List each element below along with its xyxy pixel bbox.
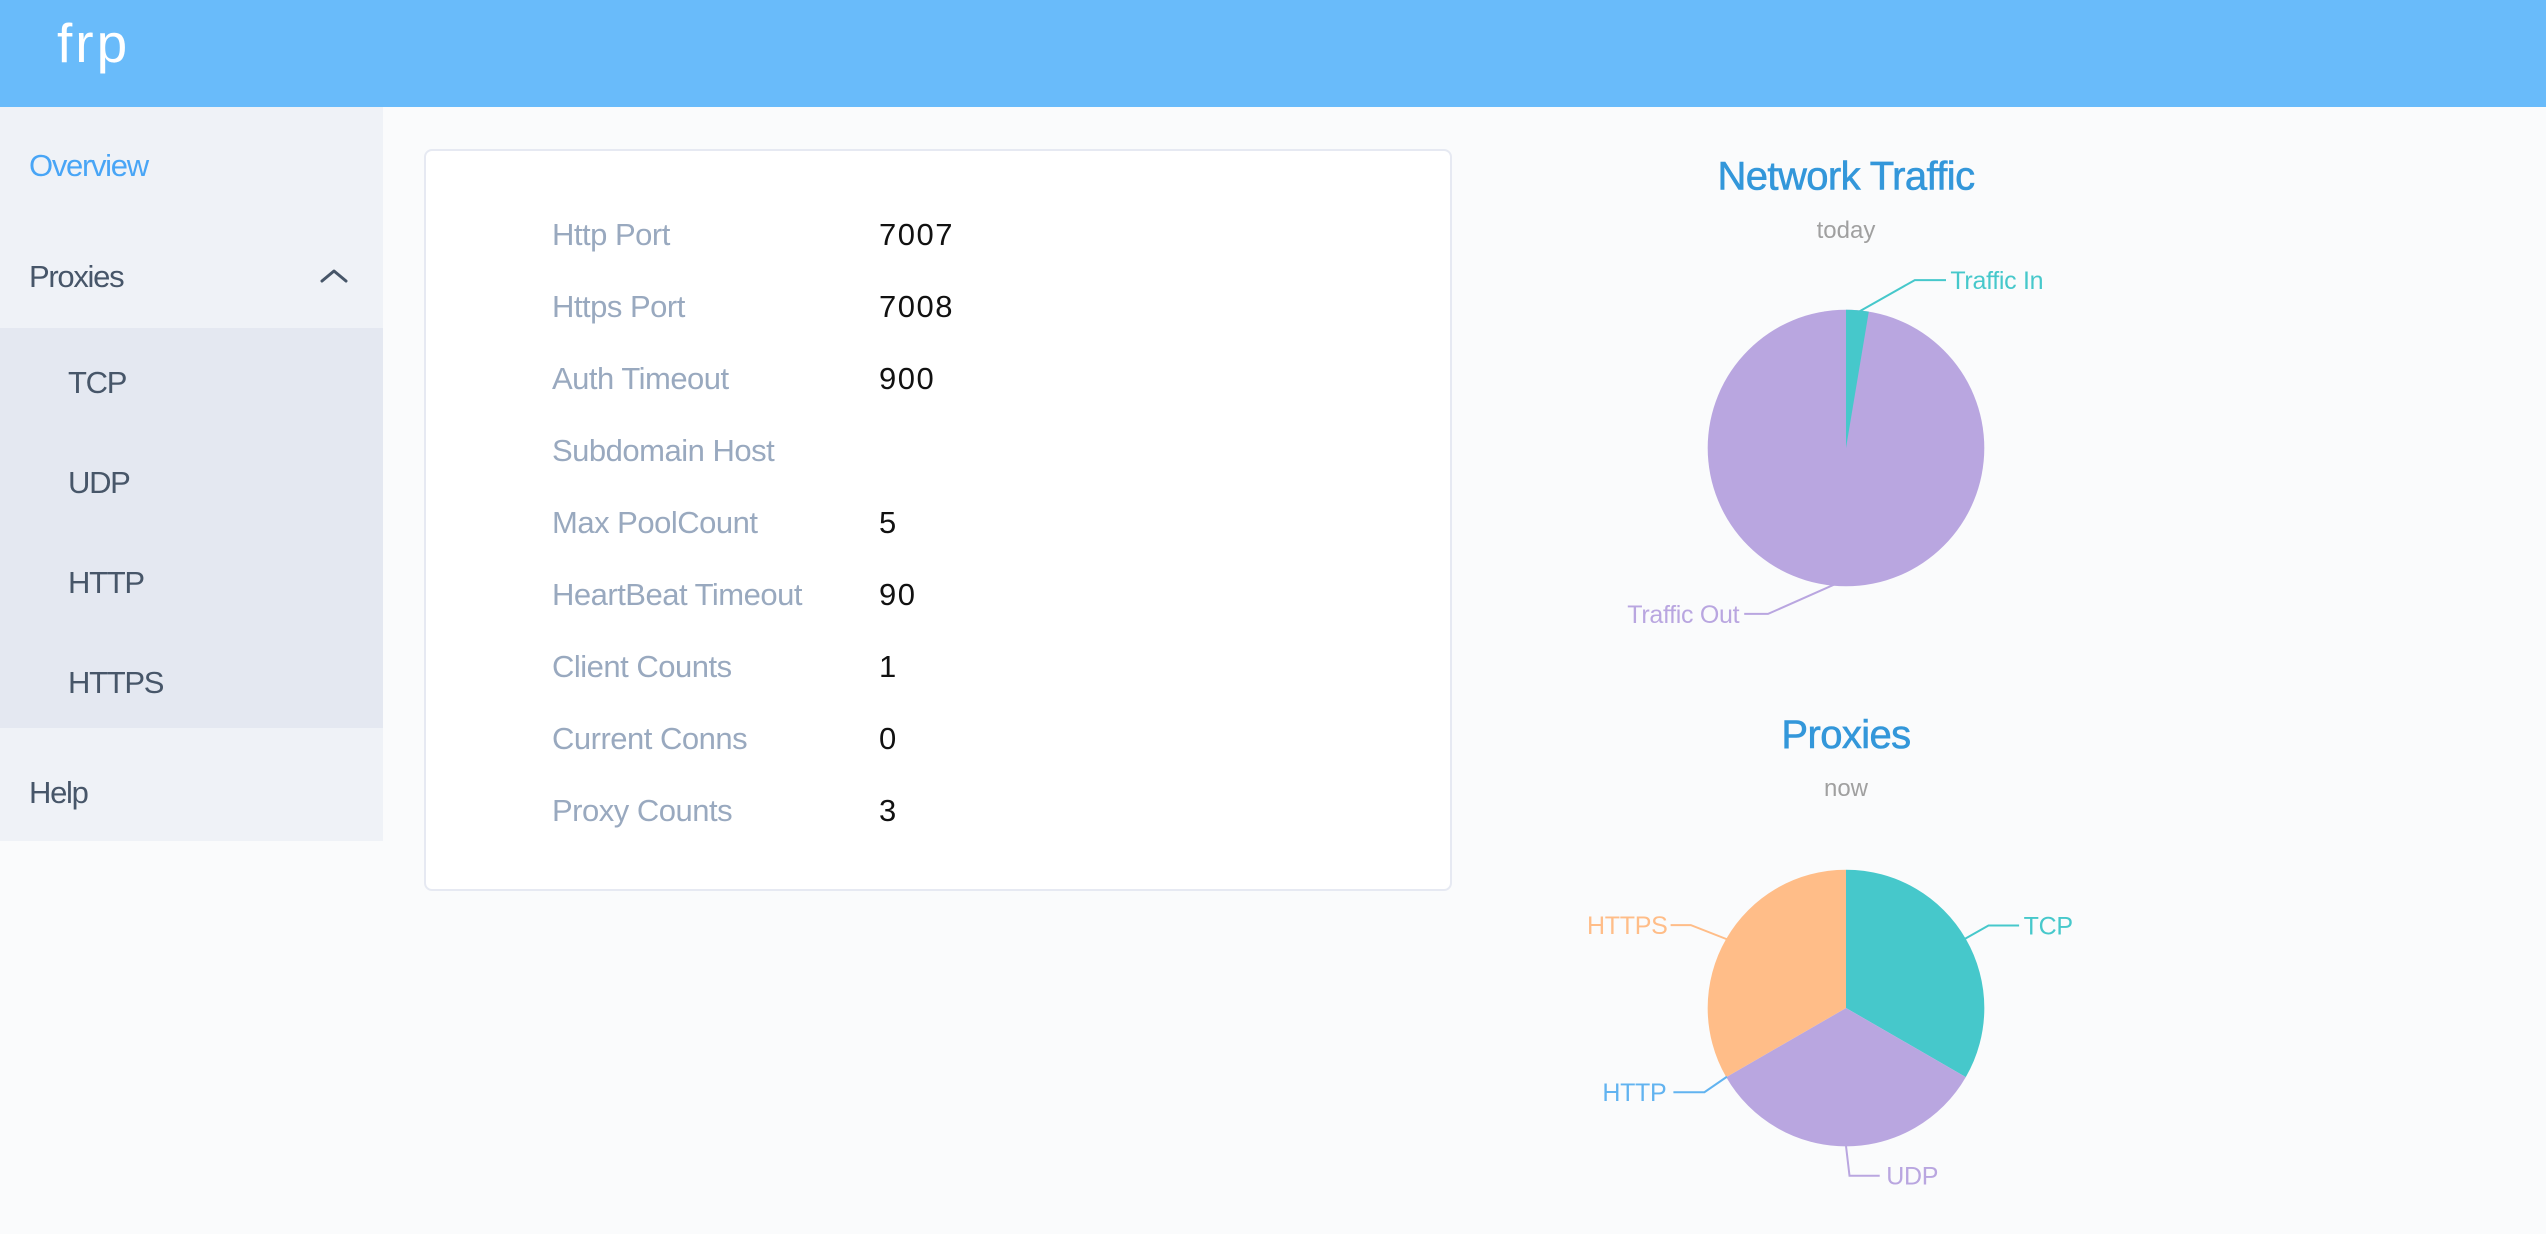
svg-text:TCP: TCP — [2024, 913, 2073, 941]
svg-text:today: today — [1817, 217, 1876, 244]
svg-text:now: now — [1824, 775, 1869, 802]
svg-text:HTTPS: HTTPS — [1587, 912, 1667, 940]
svg-text:Network Traffic: Network Traffic — [1718, 155, 1975, 199]
svg-text:HTTP: HTTP — [1602, 1079, 1666, 1107]
svg-text:Traffic Out: Traffic Out — [1627, 601, 1739, 629]
svg-text:Proxies: Proxies — [1781, 713, 1910, 757]
svg-text:UDP: UDP — [1886, 1163, 1938, 1191]
svg-text:Traffic In: Traffic In — [1950, 267, 2043, 295]
